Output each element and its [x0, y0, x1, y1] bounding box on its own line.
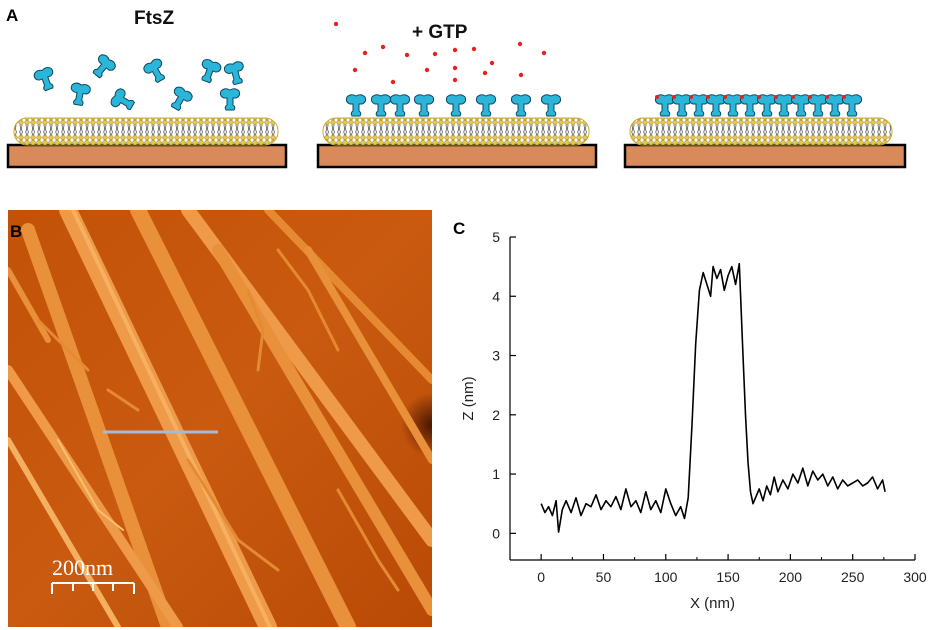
substrate-3 [623, 143, 907, 169]
afm-image [8, 210, 432, 627]
y-tick-label: 0 [492, 525, 500, 541]
panel-c-letter: C [453, 219, 466, 238]
x-tick-label: 50 [596, 569, 612, 585]
panel-a-schematic: A FtsZ + GTP [0, 0, 934, 180]
y-tick-label: 1 [492, 466, 500, 482]
x-axis-label: X (nm) [690, 595, 735, 612]
ftsz-label: FtsZ [134, 8, 175, 29]
ftsz-protein [540, 94, 562, 117]
ftsz-protein [222, 60, 248, 87]
ftsz-protein [67, 81, 92, 107]
scale-bar-label: 200nm [52, 555, 114, 580]
y-tick-label: 4 [492, 288, 500, 304]
y-tick-label: 5 [492, 229, 500, 245]
lipid-bilayer-3 [629, 117, 893, 146]
ftsz-protein [370, 94, 392, 117]
ftsz-protein [345, 94, 367, 117]
lipid-bilayer-1 [13, 117, 279, 146]
ftsz-protein [166, 84, 195, 114]
ftsz-protein [108, 86, 138, 115]
substrate-1 [6, 143, 288, 169]
gtp-label: + GTP [412, 22, 468, 43]
x-tick-label: 0 [537, 569, 545, 585]
stage-1-scene [6, 52, 288, 169]
stage-3-scene [623, 94, 907, 169]
scale-bar [51, 582, 135, 594]
ftsz-protein [141, 56, 170, 86]
height-profile-line [540, 262, 886, 533]
x-tick-label: 250 [841, 569, 865, 585]
y-tick-label: 3 [492, 348, 500, 364]
ftsz-protein [445, 94, 467, 117]
panel-a-drawing [6, 21, 907, 169]
x-tick-label: 200 [779, 569, 803, 585]
x-tick-label: 100 [654, 569, 678, 585]
gtp-molecules [333, 21, 547, 85]
ftsz-protein [389, 94, 411, 117]
ftsz-filament [654, 94, 863, 117]
ftsz-protein [475, 94, 497, 117]
panel-b-afm-image: B 200nm [8, 210, 432, 627]
x-tick-label: 300 [903, 569, 927, 585]
y-tick-label: 2 [492, 407, 500, 423]
panel-c-height-profile: C 0 1 2 3 4 5 0 50 100 150 200 250 300 X (nm) Z (nm) [445, 215, 930, 625]
ftsz-protein [413, 94, 435, 117]
stage-2-scene [316, 21, 598, 169]
lipid-bilayer-2 [322, 117, 590, 146]
fibers [8, 210, 432, 627]
substrate-2 [316, 143, 598, 169]
panel-b-letter: B [10, 222, 23, 241]
ftsz-protein [219, 88, 241, 111]
x-tick-label: 150 [716, 569, 740, 585]
panel-a-letter: A [6, 6, 19, 25]
ftsz-protein [510, 94, 532, 117]
ftsz-protein [196, 57, 223, 86]
y-axis-label: Z (nm) [460, 376, 477, 420]
ftsz-protein [32, 65, 59, 94]
ftsz-protein [88, 52, 118, 82]
